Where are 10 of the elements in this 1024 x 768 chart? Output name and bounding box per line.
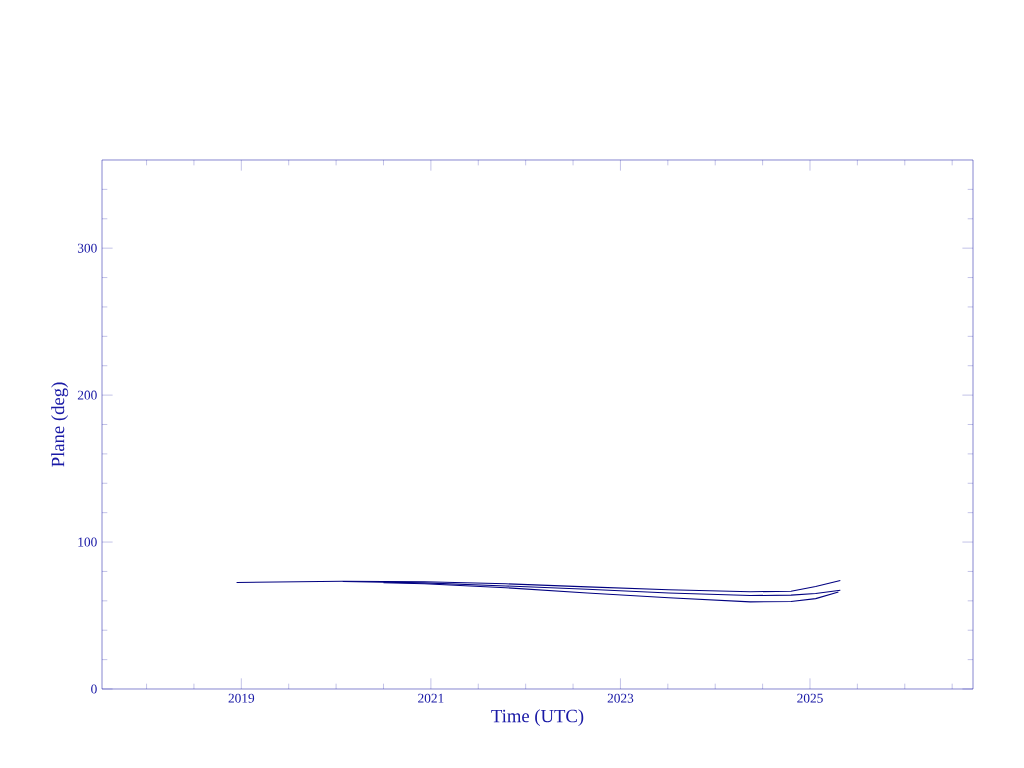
y-tick-label: 0	[91, 684, 97, 694]
y-tick-label: 200	[77, 390, 97, 400]
x-axis-title: Time (UTC)	[491, 709, 584, 727]
y-tick-label: 100	[78, 537, 97, 547]
x-tick-label: 2021	[418, 693, 444, 703]
x-tick-label: 2023	[607, 693, 634, 703]
y-tick-label: 300	[77, 243, 97, 253]
x-tick-label: 2025	[797, 693, 823, 703]
x-tick-label: 2019	[228, 693, 255, 703]
y-axis-title: Plane (deg)	[51, 382, 69, 467]
